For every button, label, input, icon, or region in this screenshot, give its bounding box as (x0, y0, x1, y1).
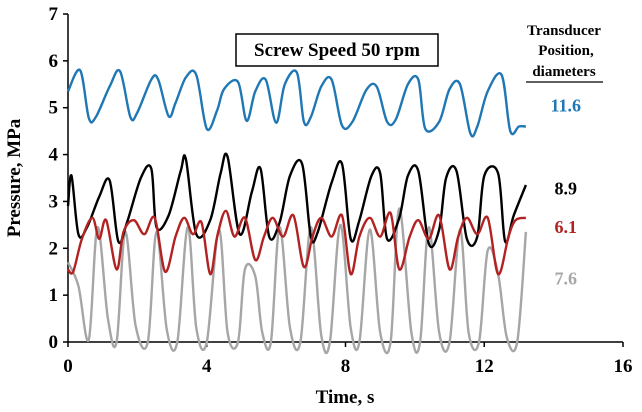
series-layer (66, 68, 528, 355)
y-tick-label: 7 (49, 4, 59, 25)
x-ticks: 0 4 8 12 16 (63, 342, 633, 377)
x-tick-label: 4 (202, 356, 212, 377)
x-tick-label: 8 (341, 356, 351, 377)
y-tick-label: 2 (49, 238, 59, 259)
x-tick-label: 0 (63, 356, 73, 377)
chart-title: Screw Speed 50 rpm (254, 40, 420, 61)
series-label-6-1: 6.1 (555, 217, 578, 237)
y-tick-label: 0 (49, 332, 59, 353)
series-line-6-1 (67, 209, 527, 276)
legend-title-line-2: Position, (538, 43, 594, 59)
y-tick-label: 5 (49, 98, 59, 119)
y-tick-label: 4 (49, 145, 59, 166)
y-tick-label: 3 (49, 191, 59, 212)
title-box (235, 33, 439, 67)
legend-title-line-1: Transducer (527, 23, 601, 39)
series-label-8-9: 8.9 (555, 178, 578, 198)
y-tick-label: 6 (49, 51, 59, 72)
y-tick-label: 1 (49, 285, 59, 306)
x-tick-label: 12 (475, 356, 494, 377)
annotation-layer: 11.6 8.9 6.1 7.6 (551, 95, 582, 288)
x-tick-label: 16 (614, 356, 633, 377)
series-line-11-6 (66, 68, 526, 138)
series-label-11-6: 11.6 (551, 95, 582, 115)
legend-title-line-3: diameters (532, 64, 595, 80)
series-line-7-6 (66, 207, 528, 355)
y-axis-title: Pressure, MPa (4, 118, 25, 237)
y-ticks: 0 1 2 3 4 5 6 7 (49, 4, 68, 353)
series-label-7-6: 7.6 (555, 269, 578, 289)
series-line-8-9 (66, 152, 528, 249)
x-axis-title: Time, s (316, 387, 375, 408)
